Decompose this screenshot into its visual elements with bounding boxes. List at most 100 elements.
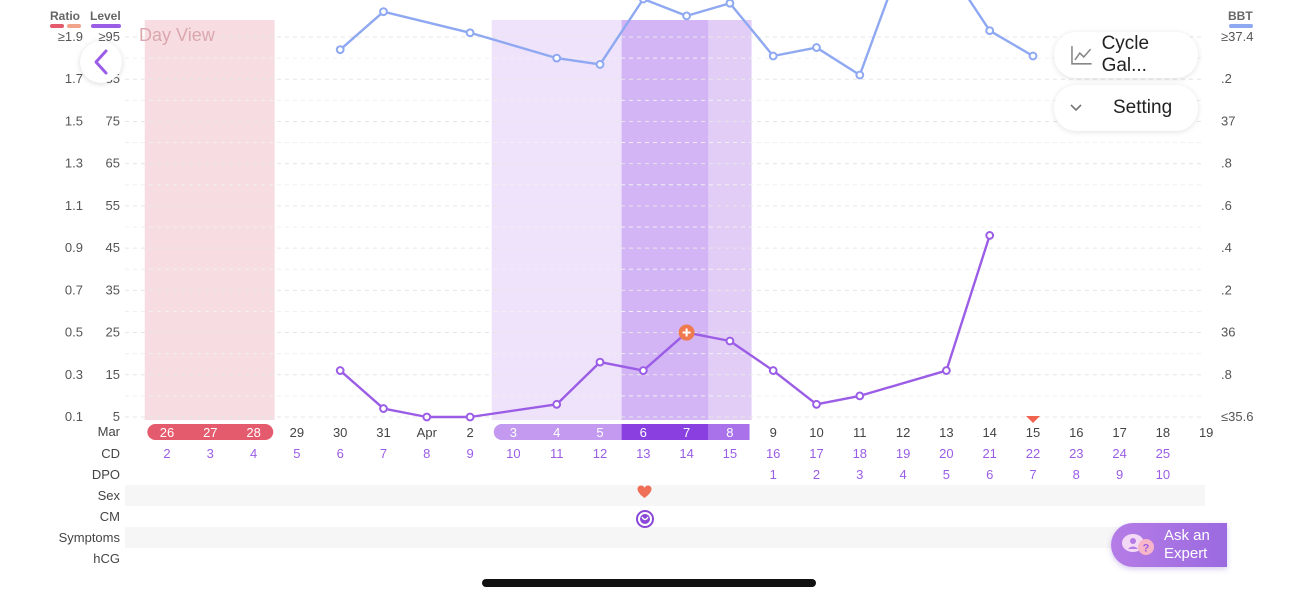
date-label[interactable]: 17 [1112, 425, 1126, 440]
cycle-day-label: 9 [466, 446, 473, 461]
ratio-tick-label: 0.9 [65, 240, 83, 255]
level-tick-label: 55 [106, 198, 120, 213]
symptoms-row-band [125, 527, 1205, 548]
level-data-point[interactable] [855, 391, 865, 401]
level-data-point[interactable] [379, 404, 388, 413]
level-data-point[interactable] [552, 399, 562, 409]
bbt-tick-label: .6 [1221, 198, 1232, 213]
level-data-point[interactable] [465, 412, 475, 422]
date-label[interactable]: 7 [683, 425, 690, 440]
date-label[interactable]: Apr [417, 425, 438, 440]
date-label[interactable]: 30 [333, 425, 347, 440]
date-label[interactable]: 15 [1026, 425, 1040, 440]
symptoms-row-label: Symptoms [58, 530, 120, 545]
dpo-label: 7 [1029, 467, 1036, 482]
period-date-pill [147, 424, 274, 440]
ratio-tick-label: 1.3 [65, 156, 83, 171]
ratio-tick-label: 0.7 [65, 282, 83, 297]
cycle-day-label: 8 [423, 446, 430, 461]
cycle-day-label: 20 [939, 446, 953, 461]
date-label[interactable]: 9 [770, 425, 777, 440]
cycle-day-label: 5 [293, 446, 300, 461]
sex-row-band [125, 485, 1205, 506]
level-data-point[interactable] [335, 366, 345, 375]
date-label[interactable]: 3 [510, 425, 517, 440]
month-row-label: Mar [97, 424, 120, 439]
bbt-tick-label: ≥37.4 [1221, 29, 1253, 44]
date-label[interactable]: 26 [160, 425, 174, 440]
level-data-point[interactable] [638, 366, 648, 375]
cycle-day-label: 17 [809, 446, 823, 461]
date-label[interactable]: 28 [246, 425, 260, 440]
level-data-point[interactable] [985, 231, 995, 240]
bbt-data-point[interactable] [335, 45, 345, 55]
cycle-day-label: 18 [853, 446, 867, 461]
date-label[interactable]: 29 [290, 425, 304, 440]
date-label[interactable]: 19 [1199, 425, 1213, 440]
date-label[interactable]: 11 [853, 425, 867, 440]
level-data-point[interactable] [725, 336, 735, 346]
cd-row-label: CD [101, 446, 120, 461]
cycle-day-label: 24 [1112, 446, 1126, 461]
bbt-tick-label: .8 [1221, 156, 1232, 171]
cycle-gallery-label: Cycle Gal... [1101, 33, 1150, 76]
bbt-tick-label: 36 [1221, 325, 1235, 340]
date-label[interactable]: 4 [553, 425, 560, 440]
bbt-data-point[interactable] [985, 26, 995, 36]
cm-row-label: CM [99, 509, 120, 524]
date-label[interactable]: 6 [640, 425, 647, 440]
cycle-day-label: 12 [593, 446, 607, 461]
bbt-data-point[interactable] [639, 0, 648, 4]
dpo-label: 1 [770, 467, 777, 482]
home-indicator[interactable] [482, 579, 816, 587]
cycle-day-label: 4 [250, 446, 257, 461]
level-series-line [339, 235, 991, 419]
level-tick-label: 5 [113, 409, 120, 424]
date-label[interactable]: 12 [896, 425, 910, 440]
bbt-data-point[interactable] [812, 43, 821, 52]
cycle-gallery-button[interactable]: Cycle Gal... [1054, 32, 1198, 78]
dpo-label: 8 [1073, 467, 1080, 482]
ask-expert-button[interactable]: ? Ask an Expert [1111, 523, 1227, 567]
date-label[interactable]: 27 [203, 425, 217, 440]
level-data-point[interactable] [422, 412, 432, 422]
sex-row-label: Sex [97, 488, 120, 503]
bbt-data-point[interactable] [725, 0, 735, 8]
date-label[interactable]: 10 [809, 425, 823, 440]
bbt-data-point[interactable] [552, 53, 562, 63]
level-data-point[interactable] [595, 357, 605, 367]
ratio-tick-label: 0.3 [65, 367, 83, 382]
heart-icon[interactable] [637, 485, 652, 504]
chart-line-icon [1071, 46, 1092, 65]
level-data-point[interactable] [768, 366, 778, 375]
date-label[interactable]: 16 [1069, 425, 1083, 440]
ratio-tick-label: 0.5 [65, 325, 83, 340]
setting-button[interactable]: Setting [1054, 85, 1198, 131]
cycle-day-label: 25 [1156, 446, 1170, 461]
bbt-data-point[interactable] [768, 51, 778, 61]
date-label[interactable]: 8 [726, 425, 733, 440]
cycle-day-label: 11 [550, 446, 564, 461]
level-data-point[interactable] [942, 366, 951, 375]
date-label[interactable]: 2 [466, 425, 473, 440]
cycle-day-label: 19 [896, 446, 910, 461]
chevron-down-icon [1070, 104, 1082, 112]
back-button[interactable] [80, 41, 122, 83]
date-label[interactable]: 5 [596, 425, 603, 440]
bbt-data-point[interactable] [595, 60, 605, 69]
date-label[interactable]: 14 [982, 425, 996, 440]
ratio-tick-label: ≥1.9 [58, 29, 83, 44]
date-label[interactable]: 18 [1156, 425, 1170, 440]
bbt-data-point[interactable] [465, 28, 475, 38]
chevron-left-icon [94, 49, 108, 75]
bbt-tick-label: .2 [1221, 71, 1232, 86]
bbt-data-point[interactable] [1028, 51, 1038, 61]
date-label[interactable]: 13 [939, 425, 953, 440]
bbt-data-point[interactable] [379, 7, 388, 17]
bbt-data-point[interactable] [855, 70, 865, 80]
level-data-point[interactable] [812, 399, 821, 409]
cervical-mucus-icon[interactable] [636, 510, 654, 533]
date-label[interactable]: 31 [376, 425, 390, 440]
bbt-data-point[interactable] [682, 11, 691, 21]
ask-expert-line2: Expert [1164, 545, 1208, 562]
